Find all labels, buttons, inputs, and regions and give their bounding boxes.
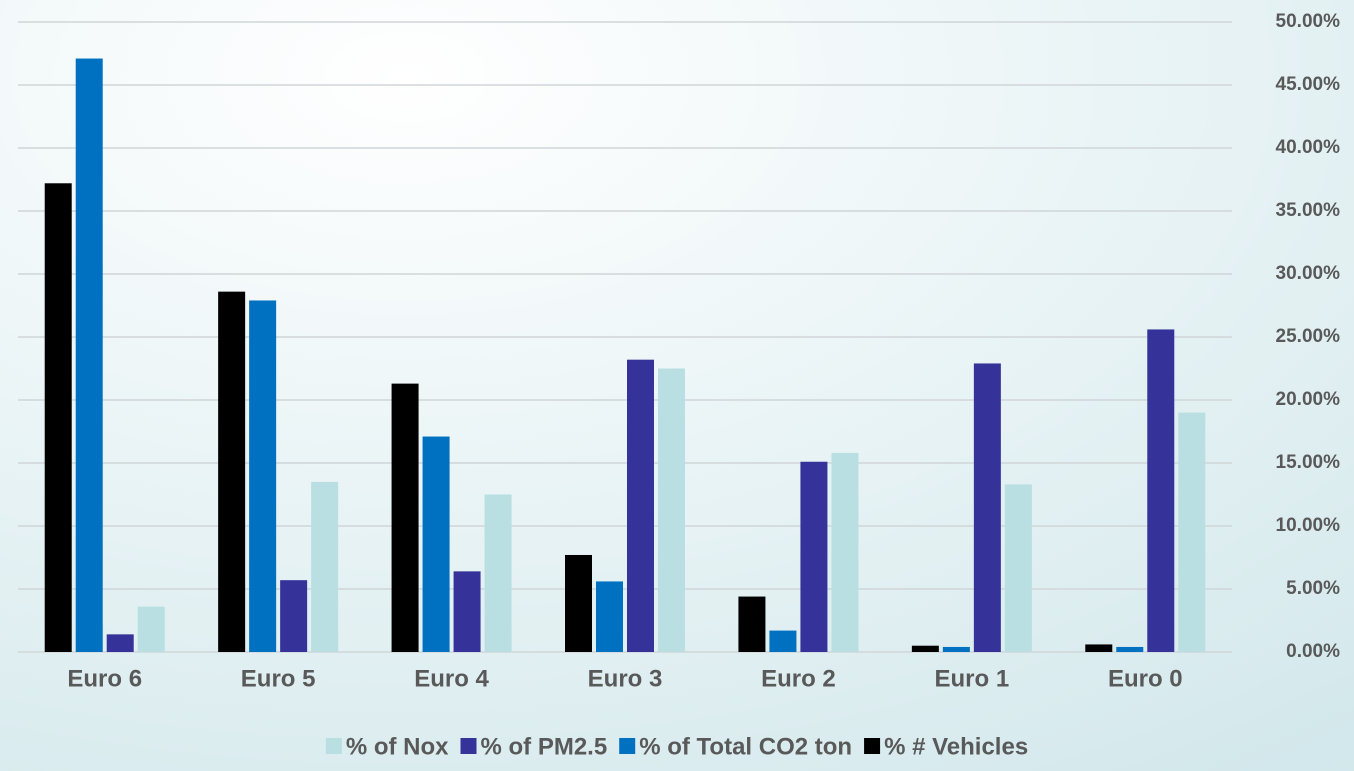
bar — [911, 645, 939, 652]
y-tick-label: 0.00% — [1286, 641, 1340, 662]
y-tick-label: 25.00% — [1276, 326, 1341, 347]
bar — [627, 359, 654, 652]
x-tick-label: Euro 0 — [1108, 665, 1183, 692]
x-tick-label: Euro 2 — [761, 665, 836, 692]
legend-swatch — [864, 738, 881, 754]
legend-label: % of Total CO2 ton — [639, 733, 852, 760]
bar — [280, 580, 308, 652]
bar — [249, 300, 277, 652]
bar — [137, 606, 165, 652]
y-tick-label: 20.00% — [1276, 389, 1341, 410]
y-tick-label: 5.00% — [1286, 578, 1340, 599]
legend-swatch — [325, 738, 342, 754]
bar — [484, 494, 512, 652]
bar — [75, 58, 103, 653]
bar — [769, 630, 797, 652]
bar — [422, 436, 450, 652]
bar — [658, 368, 685, 652]
legend-swatch — [619, 738, 636, 754]
bar — [565, 554, 592, 652]
bar — [453, 571, 481, 652]
bar — [106, 634, 134, 652]
bar — [1178, 412, 1206, 652]
x-tick-label: Euro 1 — [935, 665, 1010, 692]
legend-swatch — [460, 738, 477, 754]
y-tick-label: 40.00% — [1276, 137, 1341, 158]
y-tick-label: 30.00% — [1276, 263, 1341, 284]
legend-label: % of PM2.5 — [481, 733, 608, 760]
y-tick-label: 15.00% — [1276, 452, 1341, 473]
bar — [1085, 644, 1113, 652]
bar — [942, 646, 970, 652]
bar — [831, 452, 859, 652]
y-tick-label: 50.00% — [1276, 11, 1341, 32]
x-tick-label: Euro 3 — [588, 665, 663, 692]
bar — [1004, 484, 1032, 652]
bar — [973, 363, 1001, 652]
x-tick-label: Euro 6 — [67, 665, 142, 692]
bar — [596, 581, 623, 652]
y-tick-label: 10.00% — [1276, 515, 1341, 536]
y-tick-label: 35.00% — [1276, 200, 1341, 221]
legend-label: % # Vehicles — [884, 733, 1028, 760]
bar — [391, 383, 419, 652]
bar — [311, 481, 339, 652]
x-tick-label: Euro 4 — [414, 665, 489, 692]
legend-label: % of Nox — [346, 733, 449, 760]
bar — [1116, 646, 1144, 652]
x-tick-label: Euro 5 — [241, 665, 316, 692]
bar — [218, 291, 246, 652]
bar — [800, 461, 828, 652]
bar — [44, 183, 72, 652]
bar — [1147, 329, 1175, 652]
bar — [738, 596, 766, 652]
y-tick-label: 45.00% — [1276, 74, 1341, 95]
